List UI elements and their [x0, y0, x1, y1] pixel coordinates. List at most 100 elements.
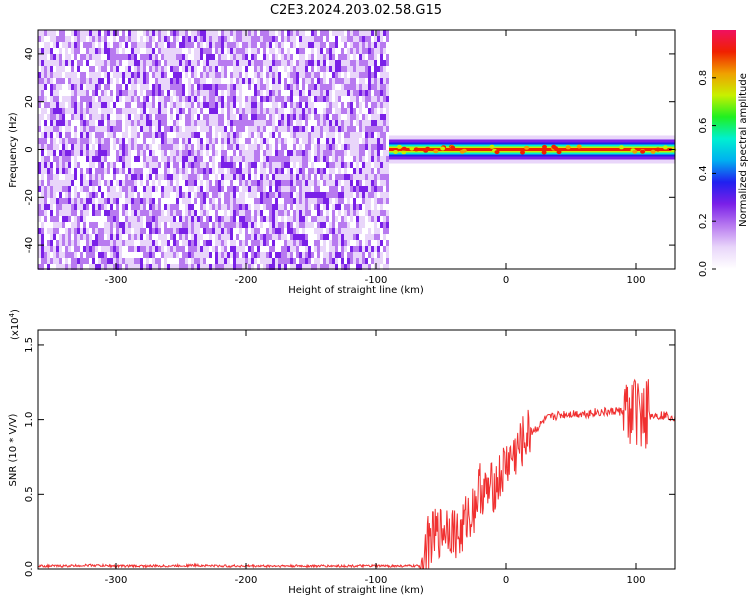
spectrogram-cell — [200, 198, 203, 204]
spectrogram-cell — [323, 54, 326, 60]
spectrogram-cell — [185, 210, 188, 216]
spectrogram-cell — [134, 132, 137, 138]
spectrogram-cell — [182, 228, 185, 234]
spectrogram-cell — [224, 264, 227, 270]
spectrogram-cell — [50, 96, 53, 102]
spectrogram-cell — [149, 210, 152, 216]
spectrogram-cell — [92, 228, 95, 234]
spectrogram-cell — [320, 162, 323, 168]
spectrogram-cell — [71, 228, 74, 234]
spectrogram-cell — [158, 114, 161, 120]
spectrogram-cell — [221, 228, 224, 234]
spectrogram-cell — [143, 36, 146, 42]
spectrogram-cell — [263, 204, 266, 210]
spectrogram-cell — [284, 180, 287, 186]
spectrogram-cell — [224, 252, 227, 258]
spectrogram-cell — [71, 60, 74, 66]
spectrogram-cell — [257, 132, 260, 138]
spectrogram-cell — [182, 150, 185, 156]
spectrogram-cell — [290, 90, 293, 96]
spectrogram-cell — [125, 168, 128, 174]
spectrogram-cell — [149, 78, 152, 84]
spectrogram-cell — [275, 48, 278, 54]
spectrogram-cell — [275, 198, 278, 204]
spectrogram-cell — [347, 264, 350, 270]
spectrogram-cell — [212, 234, 215, 240]
spectrogram-cell — [341, 90, 344, 96]
spectrogram-cell — [275, 96, 278, 102]
spectrogram-cell — [56, 132, 59, 138]
spectrogram-cell — [230, 60, 233, 66]
spectrogram-cell — [83, 60, 86, 66]
spectrogram-cell — [311, 36, 314, 42]
spectrogram-cell — [356, 42, 359, 48]
spectrogram-cell — [218, 180, 221, 186]
spectrogram-cell — [371, 204, 374, 210]
spectrogram-cell — [287, 72, 290, 78]
snr-scale-label: (x104) — [8, 309, 21, 340]
snr-series — [37, 378, 676, 570]
spectrogram-cell — [266, 186, 269, 192]
spectrogram-cell — [230, 264, 233, 270]
spectrogram-cell — [377, 72, 380, 78]
spectrogram-cell — [65, 42, 68, 48]
spectrogram-cell — [95, 216, 98, 222]
spectrogram-cell — [137, 126, 140, 132]
spectrogram-cell — [362, 72, 365, 78]
spectrogram-cell — [116, 246, 119, 252]
spectrogram-cell — [152, 90, 155, 96]
spectrogram-cell — [212, 228, 215, 234]
spectrogram-cell — [278, 156, 281, 162]
spectrogram-cell — [353, 78, 356, 84]
spectrogram-cell — [353, 216, 356, 222]
spectrogram-cell — [362, 90, 365, 96]
spectrogram-cell — [284, 192, 287, 198]
spectrogram-cell — [167, 120, 170, 126]
spectrogram-cell — [335, 36, 338, 42]
spectrogram-cell — [71, 54, 74, 60]
spectrogram-cell — [137, 36, 140, 42]
spectrogram-cell — [200, 108, 203, 114]
spectrogram-cell — [323, 108, 326, 114]
spectrogram-cell — [296, 264, 299, 270]
spectrogram-cell — [215, 174, 218, 180]
spectrogram-cell — [44, 204, 47, 210]
spectrogram-cell — [227, 180, 230, 186]
spectrogram-cell — [284, 72, 287, 78]
spectrogram-cell — [344, 84, 347, 90]
spectrogram-cell — [41, 210, 44, 216]
spectrogram-cell — [212, 48, 215, 54]
spectrogram-cell — [152, 48, 155, 54]
spectrogram-cell — [107, 96, 110, 102]
spectrogram-cell — [245, 66, 248, 72]
spectrogram-cell — [158, 210, 161, 216]
spectrogram-cell — [107, 30, 110, 36]
spectrogram-cell — [332, 264, 335, 270]
spectrogram-cell — [38, 90, 41, 96]
spectrogram-cell — [275, 186, 278, 192]
spectrogram-cell — [230, 210, 233, 216]
spectrogram-cell — [248, 246, 251, 252]
colorbar-tick-label: 0.0 — [698, 261, 709, 277]
spectrogram-cell — [278, 192, 281, 198]
spectrogram-cell — [260, 48, 263, 54]
spectrogram-cell — [329, 102, 332, 108]
spectrogram-cell — [296, 36, 299, 42]
spectrogram-cell — [203, 66, 206, 72]
spectrogram-cell — [326, 258, 329, 264]
spectrogram-cell — [191, 114, 194, 120]
spectrogram-cell — [65, 108, 68, 114]
spectrogram-cell — [101, 258, 104, 264]
spectrogram-cell — [302, 150, 305, 156]
spectrogram-cell — [137, 54, 140, 60]
spectrogram-cell — [44, 96, 47, 102]
spectrogram-cell — [251, 180, 254, 186]
spectrogram-cell — [179, 216, 182, 222]
spectrogram-cell — [242, 168, 245, 174]
spectrogram-cell — [89, 222, 92, 228]
spectrogram-cell — [362, 96, 365, 102]
spectrogram-cell — [305, 84, 308, 90]
spectrogram-cell — [386, 36, 389, 42]
spectrogram-cell — [278, 210, 281, 216]
spectrogram-cell — [65, 60, 68, 66]
